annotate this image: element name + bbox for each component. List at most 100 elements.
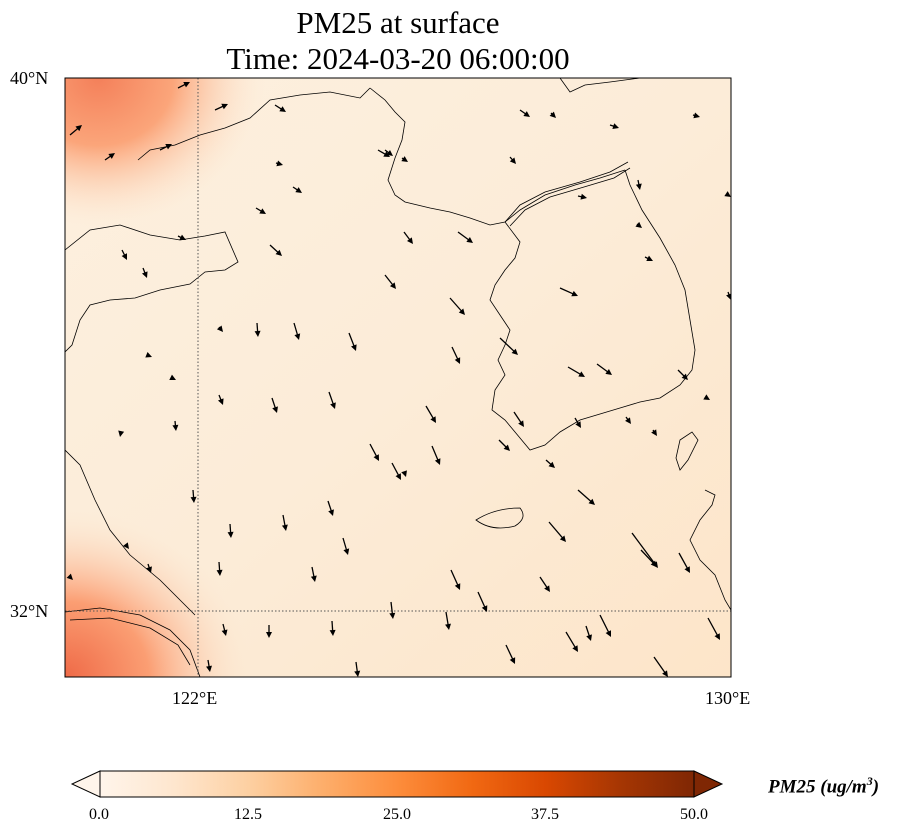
wind-arrow-head xyxy=(454,583,461,590)
wind-arrow-head xyxy=(434,458,441,465)
wind-arrow-shaft xyxy=(640,549,656,566)
wind-arrow-head xyxy=(395,473,401,480)
wind-arrow-head xyxy=(635,183,642,190)
wind-arrow-head xyxy=(430,416,436,423)
wind-arrow-head xyxy=(605,369,612,375)
wind-arrow-head xyxy=(651,429,657,436)
wind-arrow-head xyxy=(221,103,228,110)
wind-arrow-head xyxy=(580,193,587,200)
wind-arrow-head xyxy=(281,524,288,531)
lon-label-122e: 122°E xyxy=(172,688,218,708)
wind-arrow-head xyxy=(275,249,282,256)
coastlines xyxy=(65,78,731,677)
wind-arrow-head xyxy=(145,351,152,358)
wind-arrow-head xyxy=(724,191,731,197)
wind-arrow-head xyxy=(684,566,690,573)
wind-arrow-head xyxy=(703,394,710,400)
wind-arrow-head xyxy=(548,461,555,468)
wind-arrow-head xyxy=(172,424,179,431)
wind-arrow-head xyxy=(279,106,286,112)
wind-arrow-shaft xyxy=(577,489,594,504)
wind-arrow-head xyxy=(509,657,516,664)
wind-arrow-head xyxy=(310,575,317,582)
wind-arrow-head xyxy=(217,398,224,405)
wind-arrow-head xyxy=(458,308,465,315)
colorbar-tick: 0.0 xyxy=(89,806,109,823)
wind-arrow-shaft xyxy=(505,644,515,662)
lon-label-130e: 130°E xyxy=(705,688,751,708)
wind-arrow-head xyxy=(373,454,379,461)
wind-arrow-head xyxy=(662,670,668,677)
wind-arrow-head xyxy=(75,125,82,132)
pm25-hotspot-southwest xyxy=(65,78,731,677)
wind-arrow-head xyxy=(523,111,530,117)
wind-arrow-shaft xyxy=(449,297,464,314)
wind-arrow-head xyxy=(266,632,272,638)
wind-arrow-head xyxy=(407,237,413,244)
wind-arrow-head xyxy=(681,373,688,380)
wind-arrow-head xyxy=(586,634,592,641)
wind-arrow-shaft xyxy=(565,631,578,650)
wind-arrow-head xyxy=(509,157,516,164)
wind-arrow-head xyxy=(383,151,390,157)
wind-arrow-head xyxy=(612,123,619,129)
wind-arrow-head xyxy=(169,374,176,380)
wind-arrow-head xyxy=(141,271,148,278)
wind-arrow-head xyxy=(329,629,336,636)
wind-arrow-head xyxy=(272,406,278,413)
wind-arrow-head xyxy=(481,605,488,612)
wind-arrow-head xyxy=(466,237,473,243)
wind-vectors xyxy=(66,82,731,677)
wind-arrow-head xyxy=(351,344,357,351)
wind-arrow-head xyxy=(518,420,524,427)
lat-label-40n: 40°N xyxy=(10,68,49,88)
map-title: PM25 at surface xyxy=(296,5,500,40)
colorbar xyxy=(70,770,724,798)
wind-arrow-shaft xyxy=(678,552,690,571)
wind-arrow-head xyxy=(295,187,302,193)
wind-arrow-head xyxy=(330,402,336,409)
colorbar-extend-high xyxy=(693,770,724,798)
wind-arrow-head xyxy=(227,531,234,538)
wind-arrow-head xyxy=(693,112,700,119)
wind-arrow-head xyxy=(575,421,581,428)
wind-arrow-head xyxy=(571,290,578,297)
wind-arrow-shaft xyxy=(450,569,460,588)
wind-arrow-head xyxy=(389,612,396,619)
wind-arrow-shaft xyxy=(599,614,611,635)
wind-arrow-head xyxy=(328,509,334,516)
wind-arrow-head xyxy=(354,670,361,677)
wind-arrow-head xyxy=(389,282,396,289)
wind-arrow-head xyxy=(646,255,653,261)
colorbar-tick: 25.0 xyxy=(383,806,411,823)
wind-arrow-head xyxy=(572,645,578,652)
wind-arrow-head xyxy=(544,585,550,592)
wind-arrow-head xyxy=(578,371,585,377)
wind-arrow-shaft xyxy=(548,521,565,541)
map-subtitle-time: Time: 2024-03-20 06:00:00 xyxy=(226,41,570,76)
wind-arrow-head xyxy=(588,498,595,505)
wind-arrow-head xyxy=(179,234,186,240)
wind-arrow-head xyxy=(726,293,731,300)
wind-arrow-head xyxy=(401,156,408,162)
wind-arrow-head xyxy=(108,153,115,159)
wind-arrow-head xyxy=(165,144,172,150)
wind-arrow-head xyxy=(343,548,350,555)
wind-arrow-head xyxy=(216,325,223,332)
wind-arrow-head xyxy=(123,542,129,549)
wind-arrow-head xyxy=(259,208,266,214)
lat-label-32n: 32°N xyxy=(10,601,49,621)
wind-arrow-head xyxy=(66,573,73,580)
colorbar-gradient xyxy=(100,771,694,797)
wind-arrow-head xyxy=(206,665,212,672)
wind-arrow-head xyxy=(254,330,261,337)
wind-arrow-head xyxy=(503,444,510,451)
wind-arrow-head xyxy=(146,566,152,573)
colorbar-label: PM25 (ug/m3) xyxy=(768,774,880,798)
colorbar-tick: 50.0 xyxy=(680,806,708,823)
wind-arrow-head xyxy=(183,82,190,88)
wind-arrow-shaft xyxy=(499,337,517,354)
colorbar-tick: 12.5 xyxy=(234,806,262,823)
wind-arrow-head xyxy=(121,253,127,260)
